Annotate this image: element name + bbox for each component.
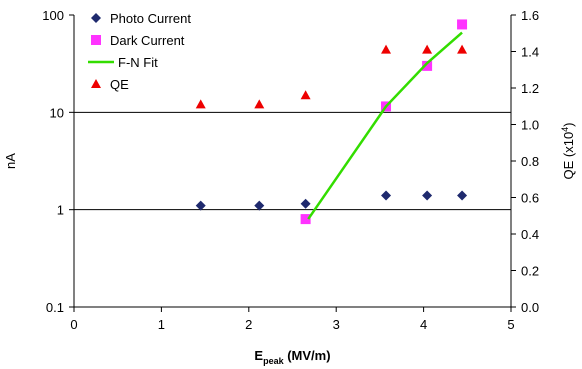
- y-right-tick-label: 1.6: [521, 8, 539, 23]
- y-left-tick-label: 100: [42, 8, 64, 23]
- legend-item-qe: QE: [91, 77, 129, 92]
- y-left-axis-title: nA: [3, 153, 18, 169]
- legend-swatch: [91, 13, 101, 23]
- series-f-n-fit: [307, 31, 463, 220]
- x-tick-label: 0: [70, 317, 77, 332]
- y-left-tick-label: 0.1: [46, 300, 64, 315]
- y-left-ticks: 0.1 1 10 100: [42, 8, 74, 315]
- gridlines: [74, 111, 511, 211]
- dark-current-point: [457, 19, 468, 30]
- legend-label: Photo Current: [110, 11, 191, 26]
- y-left-tick-label: 1: [57, 203, 64, 218]
- qe-point: [457, 44, 468, 54]
- y-right-tick-label: 0.2: [521, 264, 539, 279]
- qe-point: [300, 90, 311, 100]
- x-tick-label: 4: [420, 317, 427, 332]
- legend-swatch: [91, 79, 101, 88]
- x-tick-label: 1: [158, 317, 165, 332]
- legend-label: F-N Fit: [118, 55, 158, 70]
- series-qe: [195, 44, 468, 109]
- photo-current-point: [457, 190, 468, 201]
- legend: Photo Current Dark Current F-N Fit QE: [88, 11, 191, 92]
- x-tick-label: 3: [333, 317, 340, 332]
- x-axis-title: Epeak (MV/m): [254, 348, 330, 366]
- qe-point: [381, 44, 392, 54]
- qe-point: [195, 99, 206, 109]
- photo-current-point: [254, 200, 265, 211]
- y-right-tick-label: 0.4: [521, 227, 539, 242]
- legend-label: QE: [110, 77, 129, 92]
- y-right-axis-title-main: QE (x10: [561, 132, 576, 180]
- qe-point: [422, 44, 433, 54]
- photo-current-point: [381, 190, 392, 201]
- legend-label: Dark Current: [110, 33, 185, 48]
- x-axis-title-main: E: [254, 348, 263, 363]
- y-left-tick-label: 10: [50, 105, 64, 120]
- y-right-tick-label: 1.0: [521, 118, 539, 133]
- x-tick-label: 5: [507, 317, 514, 332]
- x-ticks: 0 1 2 3 4 5: [70, 307, 515, 332]
- x-axis-title-unit: (MV/m): [284, 348, 331, 363]
- y-right-tick-label: 0.0: [521, 300, 539, 315]
- dark-current-point: [422, 60, 433, 71]
- photo-current-point: [300, 198, 311, 209]
- x-tick-label: 2: [245, 317, 252, 332]
- y-right-tick-label: 0.6: [521, 191, 539, 206]
- legend-item-photo-current: Photo Current: [91, 11, 191, 26]
- legend-swatch: [91, 35, 101, 45]
- f-n-fit-line: [307, 31, 463, 220]
- series-photo-current: [195, 190, 468, 211]
- y-right-axis-title: QE (x104): [560, 122, 576, 179]
- legend-item-dark-current: Dark Current: [91, 33, 185, 48]
- dark-current-point: [300, 214, 311, 225]
- y-right-axis-title-end: ): [561, 122, 576, 126]
- y-right-tick-label: 1.4: [521, 45, 539, 60]
- y-right-ticks: 0.0 0.2 0.4 0.6 0.8 1.0 1.2 1.4 1.6: [511, 8, 539, 315]
- qe-point: [254, 99, 265, 109]
- photo-current-point: [195, 200, 206, 211]
- legend-item-f-n-fit: F-N Fit: [88, 55, 158, 70]
- y-right-tick-label: 1.2: [521, 81, 539, 96]
- series-layer: [195, 19, 468, 225]
- x-axis-title-sub: peak: [263, 356, 285, 366]
- y-right-axis-title-sup: 4: [560, 127, 570, 132]
- photo-current-point: [422, 190, 433, 201]
- y-right-tick-label: 0.8: [521, 154, 539, 169]
